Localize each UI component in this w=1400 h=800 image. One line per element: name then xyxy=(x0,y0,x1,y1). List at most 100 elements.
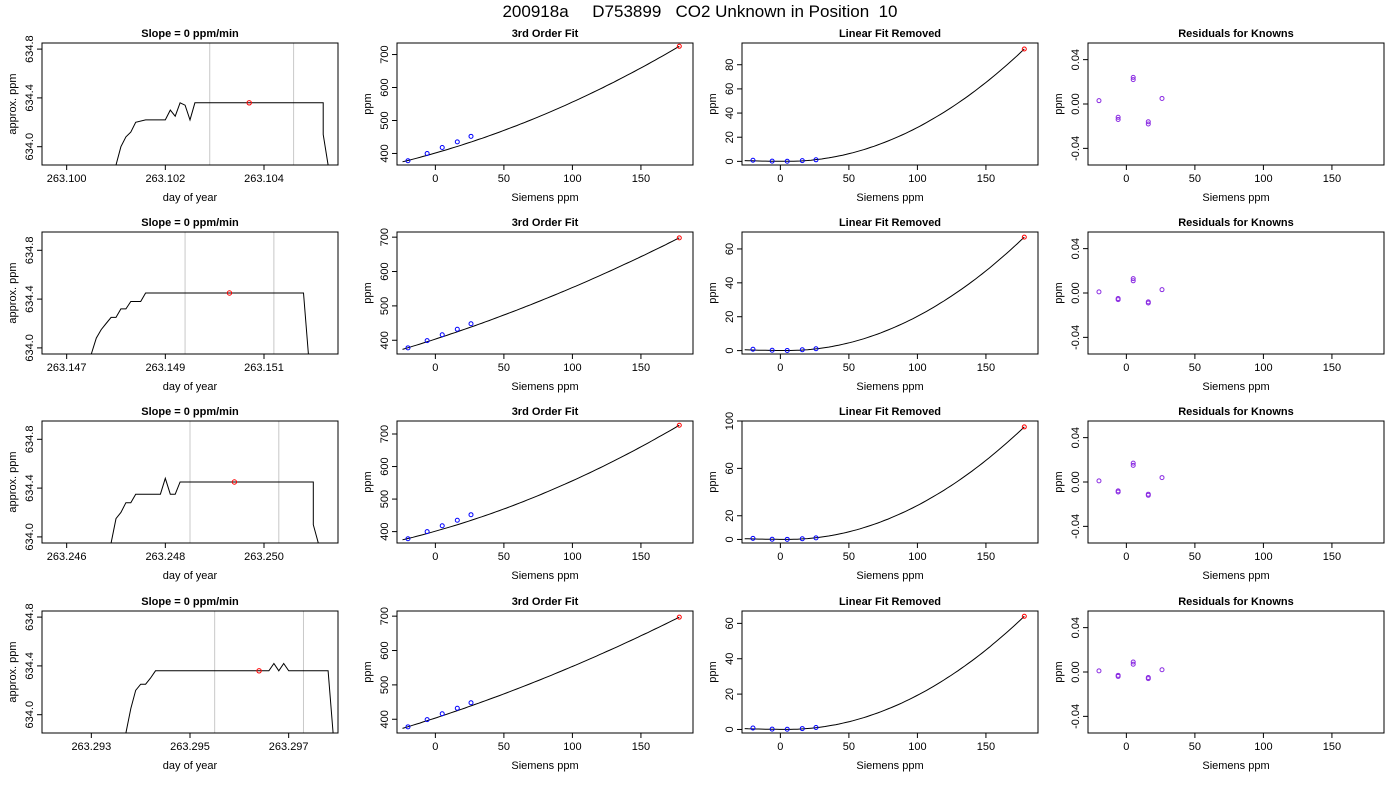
known-point xyxy=(405,345,411,351)
panel-fit-row3: 3rd Order Fit 0 50 100 150 400 500 600 700 Siemen… xyxy=(362,406,694,582)
known-point xyxy=(1096,478,1102,484)
x-axis-label: Siemens ppm xyxy=(856,381,923,393)
fit-curve xyxy=(402,237,680,350)
unknown-point xyxy=(676,614,682,620)
known-point xyxy=(1145,119,1151,125)
x-tick-label: 150 xyxy=(632,173,650,185)
data-area xyxy=(110,476,319,543)
panel-title: Residuals for Knowns xyxy=(1178,406,1294,418)
panel-linres-row4: Linear Fit Removed 0 50 100 150 0 20 40 60 Siemen… xyxy=(707,596,1039,772)
x-axis-label: Siemens ppm xyxy=(856,570,923,582)
y-axis-label: ppm xyxy=(1053,93,1065,114)
fit-curve xyxy=(402,424,680,541)
known-point xyxy=(1159,475,1165,481)
series-line xyxy=(125,662,334,733)
fit-curve xyxy=(402,45,680,163)
data-area xyxy=(744,613,1027,732)
x-axis-label: Siemens ppm xyxy=(856,192,923,204)
known-point xyxy=(813,346,819,352)
y-axis-label: ppm xyxy=(362,282,374,303)
known-point xyxy=(813,725,819,731)
x-axis-label: Siemens ppm xyxy=(856,760,923,772)
x-tick-label: 263.250 xyxy=(244,551,284,563)
y-tick-label: 0.00 xyxy=(1070,282,1082,303)
x-axis-label: day of year xyxy=(163,570,218,582)
known-point xyxy=(784,536,790,542)
data-area xyxy=(1096,460,1165,498)
x-tick-label: 150 xyxy=(1323,173,1341,185)
plot-frame xyxy=(41,610,339,734)
x-tick-label: 50 xyxy=(498,551,510,563)
plot-frame xyxy=(396,420,694,544)
known-point xyxy=(439,711,445,717)
y-tick-label: 0.00 xyxy=(1070,661,1082,682)
y-tick-label: 0.04 xyxy=(1070,238,1082,259)
y-tick-label: 20 xyxy=(724,311,736,323)
y-tick-label: 40 xyxy=(724,653,736,665)
known-point xyxy=(1159,287,1165,293)
x-tick-label: 263.293 xyxy=(71,741,111,753)
data-area xyxy=(90,290,309,354)
plot-frame xyxy=(1087,610,1385,734)
y-tick-label: -0.04 xyxy=(1070,136,1082,161)
known-point xyxy=(454,705,460,711)
x-tick-label: 100 xyxy=(908,741,926,753)
y-axis-label: approx. ppm xyxy=(7,451,19,512)
x-tick-label: 100 xyxy=(908,551,926,563)
y-axis-label: ppm xyxy=(1053,471,1065,492)
panel-title: Slope = 0 ppm/min xyxy=(141,406,239,418)
known-point xyxy=(468,133,474,139)
panel-title: Slope = 0 ppm/min xyxy=(141,217,239,229)
panel-fit-row1: 3rd Order Fit 0 50 100 150 400 500 600 700 Siemen… xyxy=(362,28,694,204)
y-axis-label: ppm xyxy=(362,93,374,114)
y-tick-label: 0 xyxy=(724,726,736,732)
x-axis-label: day of year xyxy=(163,381,218,393)
y-axis-label: approx. ppm xyxy=(7,641,19,702)
unknown-point xyxy=(676,235,682,241)
known-point xyxy=(784,726,790,732)
known-point xyxy=(1115,673,1121,679)
y-tick-label: -0.04 xyxy=(1070,514,1082,539)
x-tick-label: 50 xyxy=(843,551,855,563)
y-tick-label: 634.8 xyxy=(24,603,36,631)
x-tick-label: 150 xyxy=(1323,741,1341,753)
panel-resid-row1: Residuals for Knowns 0 50 100 150 -0.04 0.00 0.… xyxy=(1053,28,1385,204)
y-tick-label: 634.4 xyxy=(24,474,36,502)
plot-frame xyxy=(1087,231,1385,355)
panel-title: 3rd Order Fit xyxy=(512,28,579,40)
x-axis-label: Siemens ppm xyxy=(511,381,578,393)
plot-frame xyxy=(741,231,1039,355)
panel-title: Linear Fit Removed xyxy=(839,28,941,40)
plot-frame xyxy=(41,42,339,166)
x-tick-label: 100 xyxy=(563,362,581,374)
known-point xyxy=(454,326,460,332)
y-tick-label: 0.00 xyxy=(1070,471,1082,492)
y-tick-label: 600 xyxy=(379,262,391,280)
x-tick-label: 263.100 xyxy=(47,173,87,185)
x-tick-label: 50 xyxy=(1189,551,1201,563)
y-tick-label: 634.8 xyxy=(24,237,36,265)
x-tick-label: 0 xyxy=(1123,551,1129,563)
panel-title: 3rd Order Fit xyxy=(512,217,579,229)
x-tick-label: 263.248 xyxy=(145,551,185,563)
y-tick-label: 600 xyxy=(379,457,391,475)
known-point xyxy=(439,332,445,338)
known-point xyxy=(1130,276,1136,282)
unknown-point xyxy=(1021,613,1027,619)
known-point xyxy=(1115,297,1121,303)
y-axis-label: approx. ppm xyxy=(7,73,19,134)
known-point xyxy=(405,536,411,542)
panel-title: 3rd Order Fit xyxy=(512,406,579,418)
y-tick-label: 634.0 xyxy=(24,701,36,729)
y-tick-label: 60 xyxy=(724,462,736,474)
x-tick-label: 0 xyxy=(777,551,783,563)
x-axis-label: Siemens ppm xyxy=(511,570,578,582)
x-axis-label: Siemens ppm xyxy=(1202,192,1269,204)
known-point xyxy=(1145,300,1151,306)
x-tick-label: 0 xyxy=(432,741,438,753)
x-tick-label: 150 xyxy=(1323,362,1341,374)
y-tick-label: 0.00 xyxy=(1070,93,1082,114)
known-point xyxy=(813,157,819,163)
y-tick-label: 500 xyxy=(379,111,391,129)
